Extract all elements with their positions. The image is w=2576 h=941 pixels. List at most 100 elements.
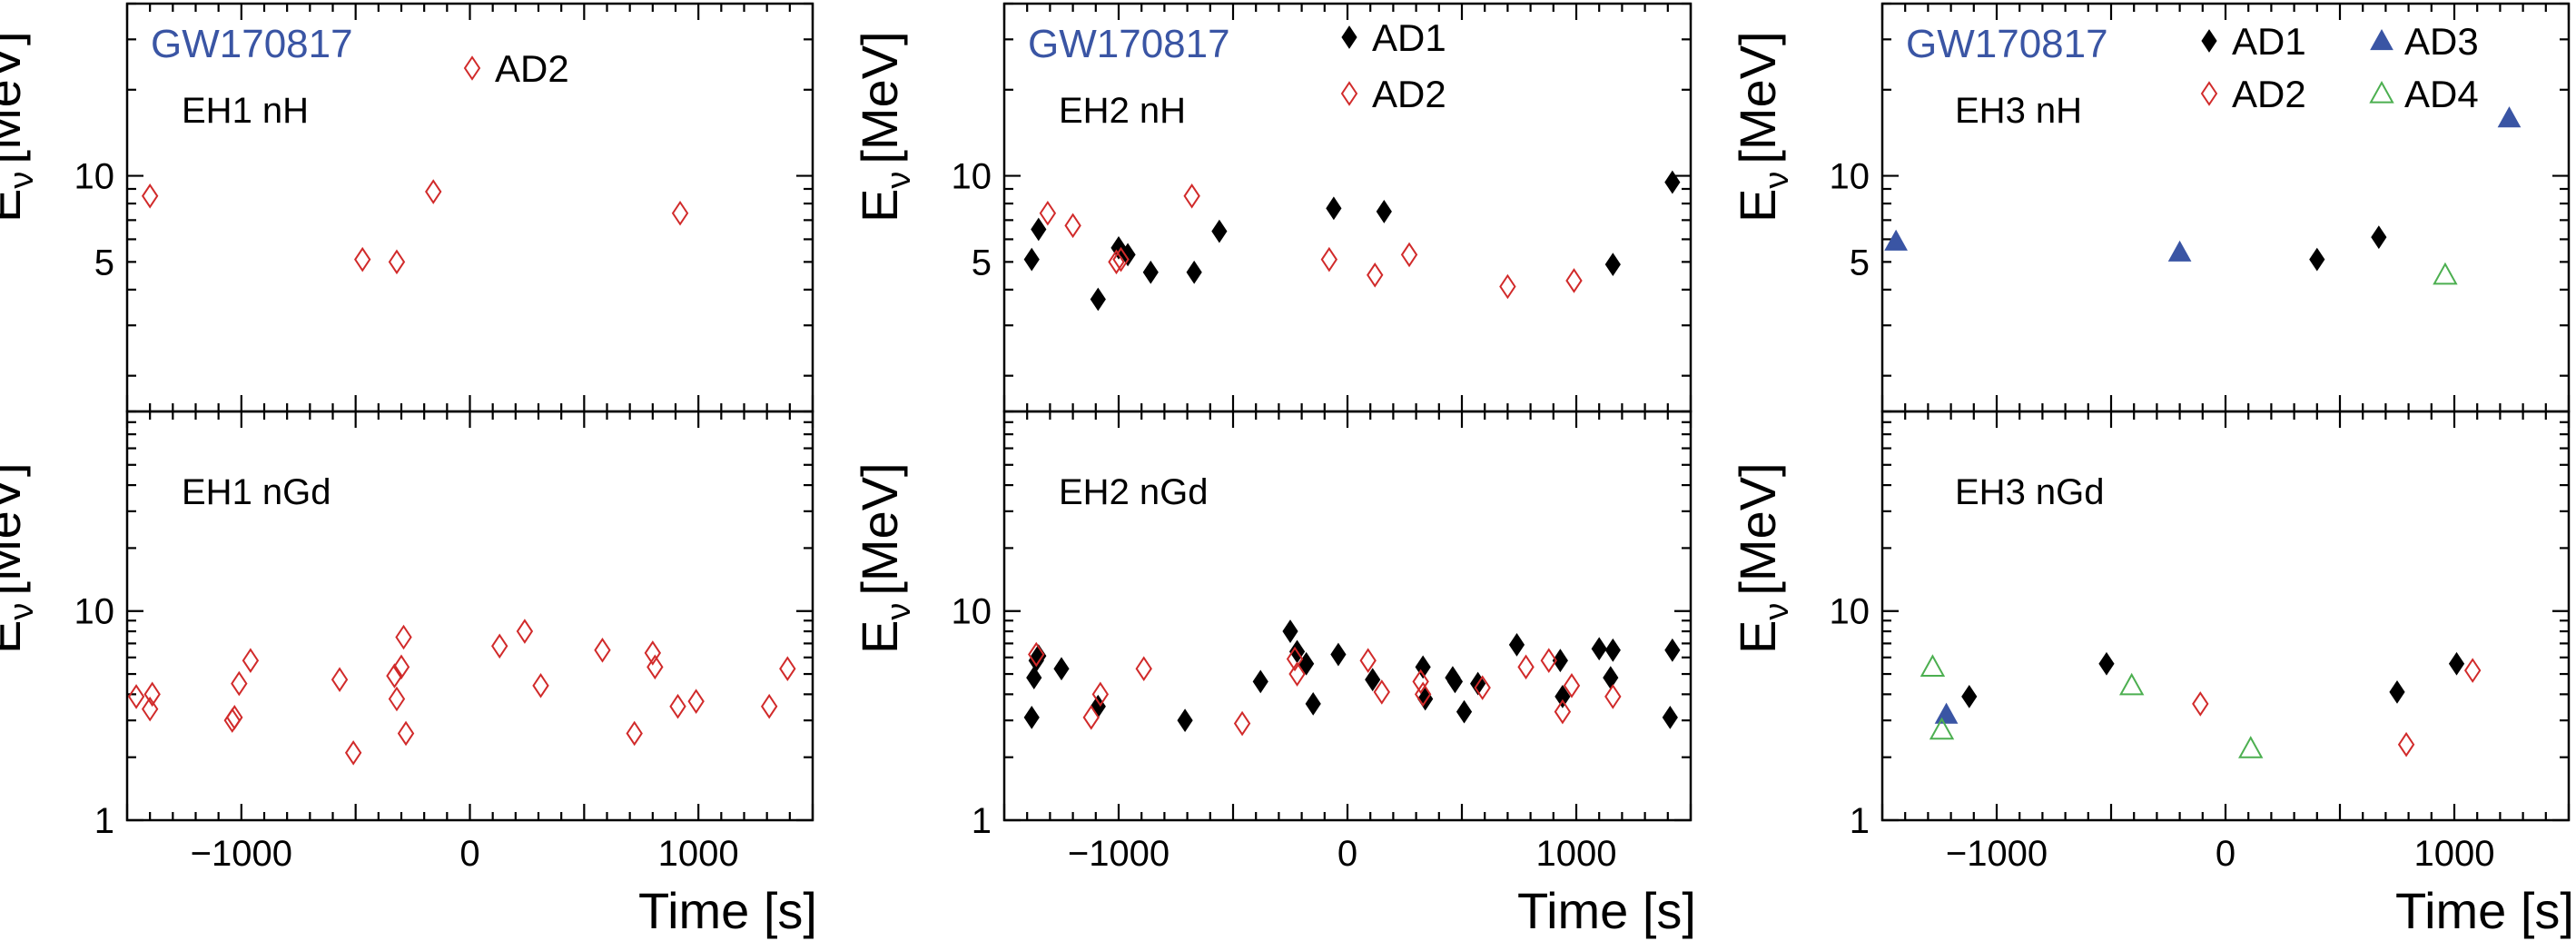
data-point (1282, 619, 1298, 643)
legend-label: AD2 (2232, 73, 2306, 115)
data-point (1305, 691, 1321, 716)
y-tick-label: 1 (972, 801, 992, 841)
x-tick-label: 1000 (658, 834, 739, 874)
data-point (1662, 705, 1678, 729)
data-point (1508, 632, 1525, 657)
legend-label: AD4 (2404, 73, 2479, 115)
data-point (1446, 669, 1464, 694)
data-point (395, 624, 412, 650)
legend-label: AD2 (1372, 73, 1446, 115)
data-point (1112, 246, 1130, 272)
data-point (141, 183, 159, 209)
x-axis-label-col2: Time [s] (1517, 882, 1696, 939)
data-point (1456, 699, 1473, 724)
y-tick-label: 1 (1850, 801, 1870, 841)
data-point (1039, 200, 1057, 226)
y-axis-label: Eν [MeV] (0, 462, 41, 654)
y-tick-label: 10 (1830, 157, 1870, 197)
series-AD4 (1920, 654, 2264, 758)
y-axis-label-sub: ν (880, 603, 918, 620)
data-point (671, 200, 689, 226)
data-point (2118, 672, 2145, 696)
data-point (626, 720, 643, 747)
legend-marker (2200, 81, 2218, 106)
series-AD3 (1884, 106, 2522, 262)
legend-marker (2201, 29, 2217, 53)
data-point (388, 249, 406, 275)
data-point (1359, 648, 1377, 674)
data-point (779, 656, 796, 682)
data-point (1554, 698, 1572, 725)
data-point (1330, 642, 1347, 667)
series-AD2 (1028, 641, 1622, 737)
y-tick-label: 10 (952, 157, 992, 197)
data-point (760, 693, 778, 719)
data-point (1664, 170, 1681, 194)
data-point (1367, 262, 1384, 288)
data-point (397, 720, 415, 747)
data-point (425, 179, 442, 204)
series-AD1 (1023, 170, 1681, 312)
data-point (1934, 702, 1959, 724)
data-point (1142, 260, 1159, 284)
data-point (1028, 641, 1045, 668)
y-axis-label-main: E (0, 189, 31, 223)
legend-marker (2369, 80, 2394, 104)
series-AD1 (1961, 651, 2465, 708)
data-point (344, 740, 362, 766)
panel-label: EH3 nH (1955, 91, 2082, 131)
panel-1-bottom: 1 10 −1000 0 1000 EH1 nGd (74, 410, 814, 874)
x-tick-label: 1000 (2414, 834, 2495, 874)
data-point (223, 708, 241, 733)
data-point (226, 705, 243, 730)
data-point (1604, 253, 1621, 277)
legend-label: AD1 (1372, 16, 1446, 59)
data-point (1320, 246, 1338, 272)
data-point (1373, 679, 1391, 705)
x-tick-label: 1000 (1536, 834, 1617, 874)
data-point (141, 696, 159, 722)
x-tick-label: 0 (2216, 834, 2235, 874)
data-point (2448, 651, 2465, 676)
series-AD2 (1039, 183, 1583, 300)
y-axis-label: Eν [MeV] (1729, 462, 1796, 654)
data-point (1252, 669, 1268, 694)
data-point (1082, 705, 1100, 730)
y-axis-label-sub: ν (1758, 603, 1796, 620)
data-point (392, 654, 410, 680)
y-tick-label: 10 (952, 592, 992, 632)
data-point (1177, 708, 1193, 733)
legend-label: AD1 (2232, 20, 2306, 63)
data-point (1186, 260, 1202, 284)
y-axis-label-sub: ν (3, 603, 41, 620)
data-point (1053, 657, 1070, 681)
data-point (594, 638, 611, 663)
panel-label: EH1 nGd (182, 472, 331, 512)
data-point (2389, 679, 2405, 704)
data-point (2309, 247, 2325, 272)
data-point (386, 663, 403, 688)
data-point (1929, 717, 1955, 740)
data-point (1400, 242, 1418, 268)
y-axis-label: Eν [MeV] (851, 31, 918, 223)
panel-3-bottom: 1 10 −1000 0 1000 EH3 nGd (1830, 410, 2571, 874)
data-point (1211, 219, 1228, 243)
series-AD4 (2433, 262, 2458, 285)
data-point (1286, 646, 1304, 672)
data-point (1499, 273, 1516, 300)
data-point (2192, 691, 2209, 717)
legend-label: AD3 (2404, 20, 2479, 63)
data-point (2371, 225, 2387, 250)
data-point (687, 688, 705, 714)
event-label: GW170817 (151, 22, 353, 66)
data-point (1920, 654, 1946, 677)
y-axis-label-unit: [MeV] (0, 31, 31, 163)
y-axis-label-unit: [MeV] (851, 31, 908, 163)
data-point (1233, 710, 1251, 737)
y-tick-label: 5 (972, 243, 992, 282)
y-axis-label: Eν [MeV] (851, 462, 918, 654)
panel-2-bottom: 1 10 −1000 0 1000 EH2 nGd (952, 410, 1693, 874)
y-axis-label-main: E (1729, 189, 1786, 223)
data-point (1288, 661, 1306, 687)
